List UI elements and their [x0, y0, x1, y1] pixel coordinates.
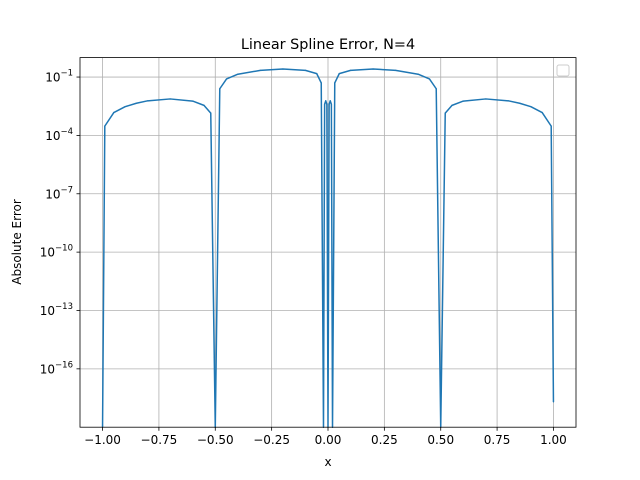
y-tick-base: 10	[40, 246, 55, 260]
data-point	[320, 82, 322, 84]
x-tick-label: 0.25	[371, 433, 398, 447]
data-point	[395, 69, 397, 71]
x-axis-label: x	[324, 455, 331, 469]
y-tick-base: 10	[40, 304, 55, 318]
data-point	[334, 82, 336, 84]
x-tick-label: −1.00	[84, 433, 121, 447]
data-point	[326, 103, 328, 105]
y-tick-label: 10−10	[40, 244, 73, 260]
x-tick-label: −0.75	[141, 433, 178, 447]
y-tick-label: 10−13	[40, 302, 73, 318]
data-point	[372, 68, 374, 70]
legend-box	[556, 64, 570, 77]
y-tick-exponent: −4	[60, 127, 73, 137]
data-point	[304, 69, 307, 71]
data-point	[325, 100, 327, 102]
x-tick-layer: −1.00 −0.75 −0.50 −0.25 0.00 0.25 0.50 0.75 1.00	[84, 427, 567, 447]
x-tick-label: −0.50	[197, 433, 234, 447]
data-point	[316, 73, 318, 75]
data-point	[259, 69, 261, 71]
y-tick-label: 10−7	[45, 185, 73, 201]
data-point	[237, 73, 239, 75]
data-point	[435, 88, 437, 90]
data-point	[113, 111, 115, 114]
data-point	[541, 111, 543, 114]
y-tick-label: 10−4	[45, 127, 73, 143]
data-point	[485, 98, 487, 100]
data-point	[147, 100, 149, 102]
data-point	[330, 103, 332, 105]
data-point	[203, 104, 205, 106]
y-tick-label: 10−1	[45, 69, 73, 85]
y-tick-exponent: −7	[60, 185, 73, 195]
y-tick-exponent: −10	[55, 244, 73, 254]
y-tick-exponent: −16	[55, 360, 73, 370]
data-point	[225, 78, 228, 80]
data-point	[219, 88, 221, 90]
y-tick-base: 10	[45, 187, 60, 201]
data-point	[104, 125, 106, 127]
y-tick-base: 10	[45, 71, 60, 85]
data-point	[329, 100, 331, 102]
data-point	[135, 102, 137, 104]
data-point	[169, 98, 171, 100]
data-point	[417, 73, 419, 75]
data-point	[507, 100, 509, 102]
data-point	[328, 103, 330, 105]
y-tick-exponent: −13	[55, 302, 73, 312]
y-tick-base: 10	[40, 362, 55, 376]
data-point	[552, 401, 555, 403]
data-point	[530, 106, 532, 108]
data-point	[519, 102, 521, 104]
data-point	[192, 100, 194, 102]
x-tick-label: 1.00	[540, 433, 567, 447]
y-axis-label: Absolute Error	[10, 199, 24, 285]
x-tick-label: 0.00	[315, 433, 342, 447]
data-point	[124, 106, 126, 108]
data-point	[338, 73, 340, 75]
data-point	[462, 100, 464, 102]
y-tick-label: 10−16	[40, 360, 73, 376]
x-tick-label: 0.50	[427, 433, 454, 447]
y-tick-exponent: −1	[60, 69, 73, 79]
data-point	[349, 69, 352, 71]
chart-title: Linear Spline Error, N=4	[241, 37, 415, 53]
data-point	[444, 112, 446, 114]
data-point	[550, 125, 552, 127]
data-point	[451, 104, 453, 106]
data-point	[210, 112, 212, 114]
data-point	[428, 78, 431, 80]
data-point	[282, 68, 284, 70]
x-tick-label: 0.75	[484, 433, 511, 447]
y-tick-base: 10	[45, 129, 60, 143]
data-point	[324, 103, 326, 105]
x-tick-label: −0.25	[253, 433, 290, 447]
